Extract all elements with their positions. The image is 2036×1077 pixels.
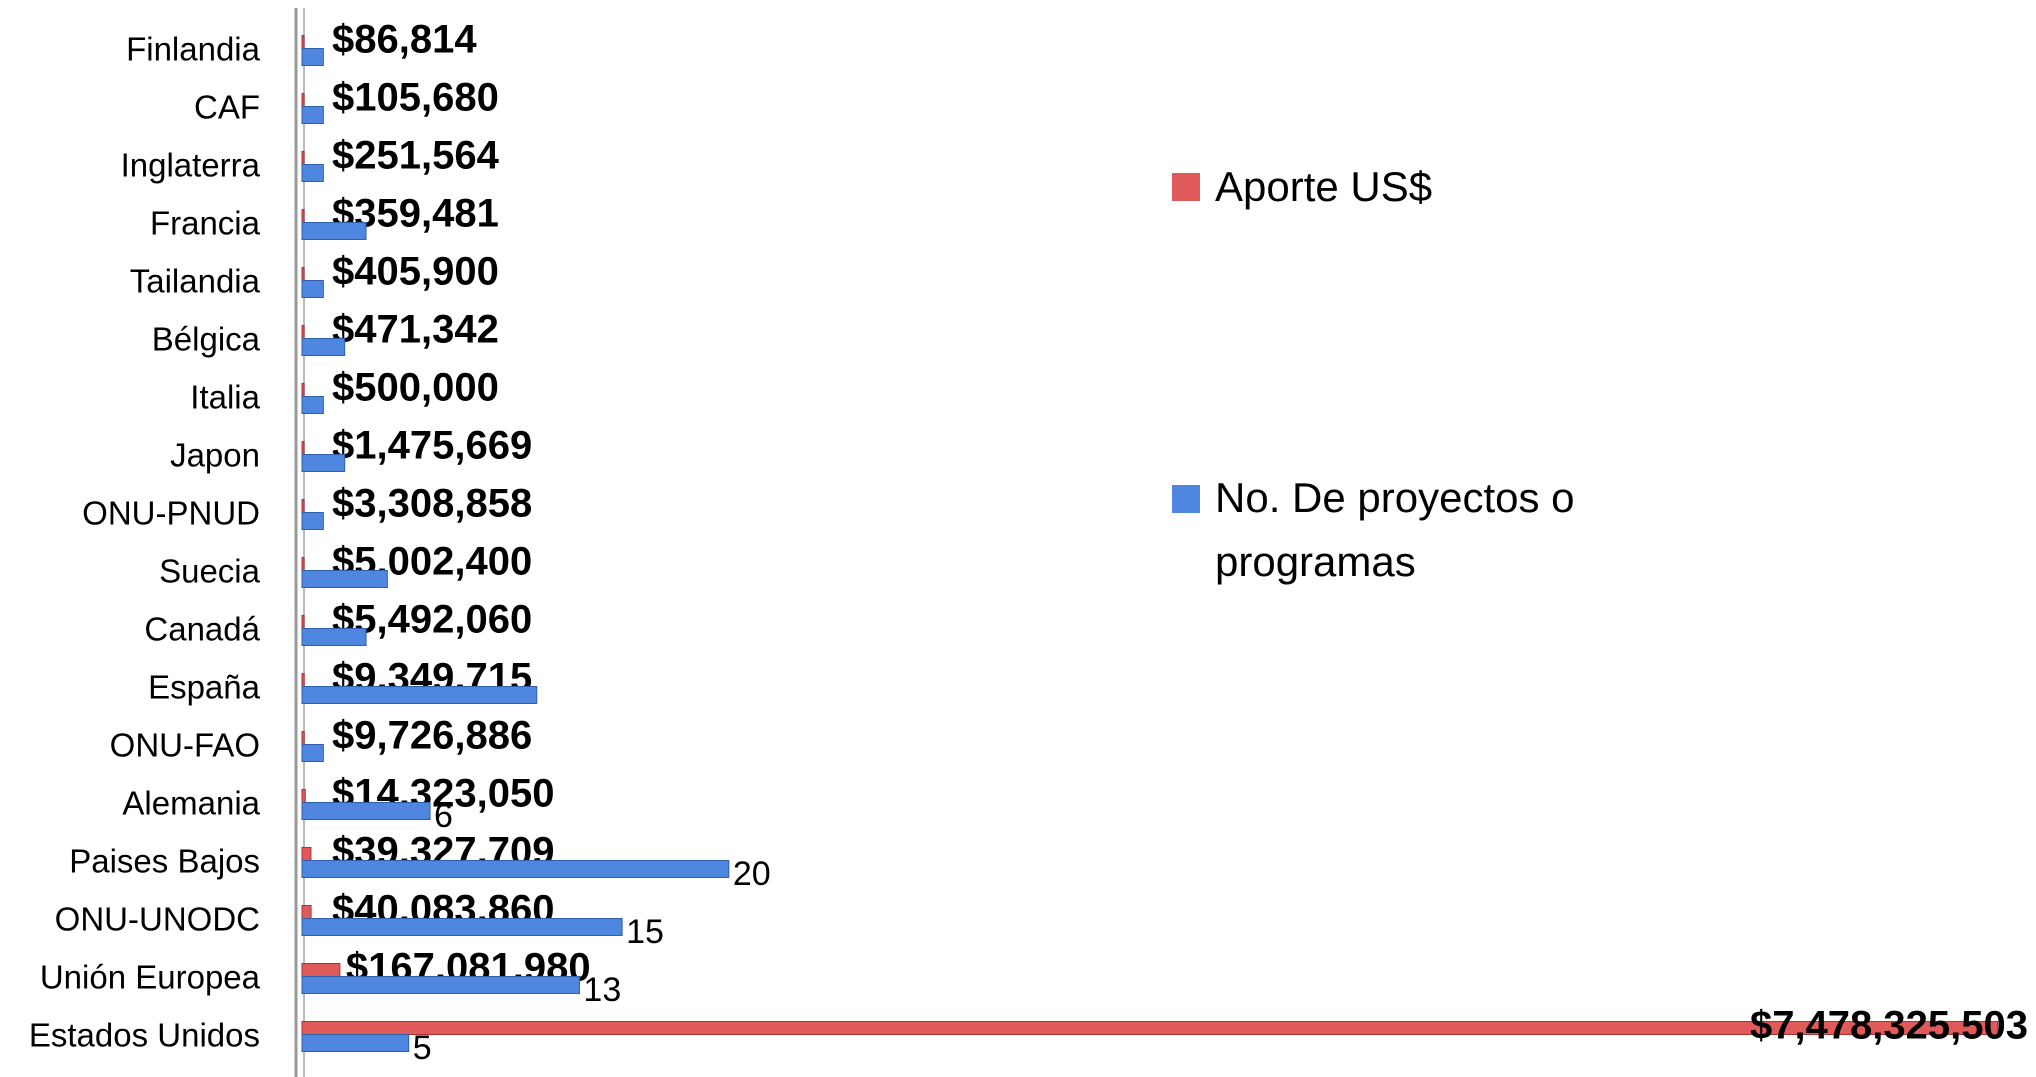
category-label: España bbox=[148, 669, 261, 706]
bar bbox=[301, 963, 341, 977]
bar bbox=[301, 164, 324, 182]
data-label: $105,680 bbox=[332, 76, 499, 120]
data-label: $1,475,669 bbox=[332, 424, 532, 468]
bar bbox=[301, 557, 305, 571]
bar bbox=[301, 48, 324, 66]
bar bbox=[301, 35, 305, 49]
category-label: Canadá bbox=[144, 611, 260, 648]
category-label: Francia bbox=[150, 205, 261, 242]
data-label: $251,564 bbox=[332, 134, 500, 178]
data-label: 13 bbox=[583, 971, 621, 1009]
category-label: CAF bbox=[194, 89, 260, 126]
bar bbox=[301, 789, 306, 803]
category-label: Italia bbox=[190, 379, 260, 416]
category-label: Unión Europea bbox=[40, 959, 261, 996]
bar bbox=[301, 396, 324, 414]
bar bbox=[301, 383, 305, 397]
legend-swatch bbox=[1172, 485, 1200, 513]
bar bbox=[301, 686, 538, 704]
bar bbox=[301, 512, 324, 530]
bar bbox=[301, 499, 305, 513]
data-label: 15 bbox=[626, 913, 664, 951]
legend-label: Aporte US$ bbox=[1215, 163, 1433, 210]
bar bbox=[301, 1021, 1999, 1035]
data-label: $500,000 bbox=[332, 366, 499, 410]
bar bbox=[301, 860, 730, 878]
bar bbox=[301, 325, 305, 339]
bar bbox=[301, 628, 367, 646]
data-label: $7,478,325,503 bbox=[1750, 1004, 2028, 1048]
category-label: Tailandia bbox=[130, 263, 261, 300]
bar bbox=[301, 615, 305, 629]
legend-swatch bbox=[1172, 173, 1200, 201]
data-label: $471,342 bbox=[332, 308, 499, 352]
bar bbox=[301, 918, 623, 936]
bar bbox=[301, 1034, 410, 1052]
bar bbox=[301, 338, 346, 356]
bar bbox=[301, 267, 305, 281]
data-label: $86,814 bbox=[332, 18, 477, 62]
category-label: Bélgica bbox=[152, 321, 261, 358]
category-label: ONU-UNODC bbox=[55, 901, 260, 938]
category-label: ONU-FAO bbox=[110, 727, 260, 764]
bar bbox=[301, 744, 324, 762]
bar bbox=[301, 673, 305, 687]
data-label: $9,726,886 bbox=[332, 714, 532, 758]
category-label: Suecia bbox=[159, 553, 261, 590]
bar bbox=[301, 570, 388, 588]
data-label: 5 bbox=[413, 1029, 432, 1067]
data-label: $405,900 bbox=[332, 250, 499, 294]
bar bbox=[301, 847, 312, 861]
bar bbox=[301, 222, 367, 240]
bar bbox=[301, 93, 305, 107]
category-label: Alemania bbox=[122, 785, 260, 822]
bar bbox=[301, 802, 431, 820]
category-label: Japon bbox=[170, 437, 260, 474]
category-label: Estados Unidos bbox=[29, 1017, 260, 1054]
bar bbox=[301, 280, 324, 298]
bar bbox=[301, 441, 305, 455]
category-label: ONU-PNUD bbox=[82, 495, 260, 532]
bar bbox=[301, 454, 346, 472]
data-label: 20 bbox=[733, 855, 771, 893]
bar bbox=[301, 106, 324, 124]
legend-label: No. De proyectos o programas bbox=[1215, 474, 1575, 585]
category-label: Inglaterra bbox=[121, 147, 261, 184]
category-label: Finlandia bbox=[126, 31, 261, 68]
data-label: $3,308,858 bbox=[332, 482, 532, 526]
bar bbox=[301, 905, 312, 919]
bar bbox=[301, 151, 305, 165]
bar bbox=[301, 976, 580, 994]
category-label: Paises Bajos bbox=[69, 843, 260, 880]
bar bbox=[301, 731, 305, 745]
data-label: 6 bbox=[434, 797, 453, 835]
bar bbox=[301, 209, 305, 223]
